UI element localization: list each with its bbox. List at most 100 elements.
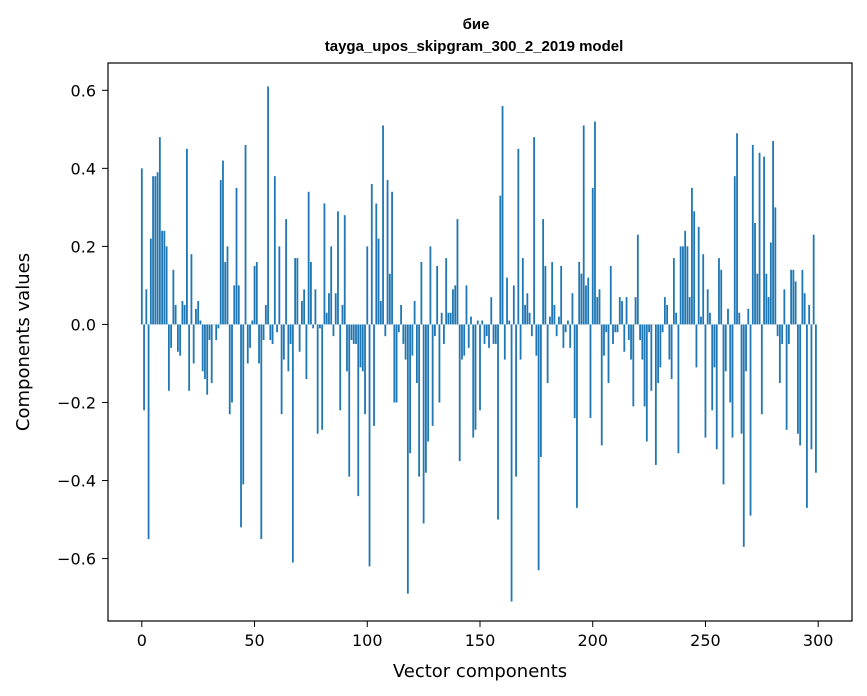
- bar: [503, 324, 506, 360]
- bar: [745, 324, 747, 372]
- bar: [715, 324, 718, 450]
- bar: [231, 324, 233, 403]
- bar: [627, 324, 630, 341]
- bar: [632, 324, 635, 407]
- bar: [476, 320, 479, 325]
- bar: [226, 246, 229, 325]
- bar: [718, 258, 720, 325]
- bar: [262, 324, 265, 341]
- bar: [208, 324, 211, 341]
- bar: [154, 176, 157, 325]
- bar: [688, 297, 691, 325]
- bar: [517, 148, 520, 325]
- bar: [328, 293, 330, 325]
- bar: [612, 324, 614, 344]
- bar: [479, 324, 481, 411]
- bar: [623, 324, 626, 352]
- bar: [305, 324, 308, 380]
- x-tick-label: 200: [577, 631, 608, 650]
- bar: [639, 324, 641, 341]
- bar: [366, 246, 369, 325]
- bar: [650, 324, 653, 391]
- bar: [310, 262, 312, 325]
- y-tick-label: 0.4: [71, 159, 96, 178]
- bar: [727, 308, 729, 325]
- bar: [742, 324, 745, 547]
- bar: [774, 207, 777, 325]
- bar: [190, 254, 193, 325]
- x-axis-ticks: 0 50 100 150 200 250 300: [137, 621, 833, 650]
- bar: [267, 86, 269, 325]
- bar: [580, 273, 583, 325]
- bar: [364, 324, 366, 415]
- bar: [156, 172, 159, 325]
- bar: [409, 324, 412, 454]
- bar: [422, 324, 425, 524]
- bar: [512, 285, 515, 325]
- bar: [436, 265, 439, 325]
- bar: [291, 324, 294, 563]
- bar: [276, 324, 278, 333]
- bar: [506, 277, 508, 325]
- bar: [539, 324, 542, 458]
- bar: [490, 297, 493, 325]
- bar: [341, 304, 344, 325]
- bar: [273, 176, 276, 325]
- bar: [348, 324, 351, 477]
- bar: [794, 281, 797, 325]
- bar: [373, 324, 375, 426]
- bar: [571, 293, 574, 325]
- x-tick-label: 0: [137, 631, 147, 650]
- bar: [458, 324, 461, 462]
- bar: [578, 262, 581, 325]
- bar: [618, 297, 621, 325]
- bar: [233, 285, 236, 325]
- bar: [269, 324, 272, 341]
- bar: [330, 246, 333, 325]
- bar: [659, 324, 662, 368]
- y-tick-label: 0.2: [71, 237, 96, 256]
- bar: [427, 324, 430, 442]
- bar: [334, 293, 337, 325]
- bar: [801, 269, 804, 325]
- bar: [594, 121, 596, 325]
- bar: [756, 273, 759, 325]
- bar: [641, 324, 644, 360]
- bar: [289, 324, 292, 344]
- bars-group: [140, 86, 817, 602]
- bar: [258, 324, 260, 364]
- bar: [697, 226, 700, 325]
- bar: [167, 324, 170, 391]
- bar: [319, 324, 321, 329]
- bar: [751, 144, 754, 325]
- y-axis-ticks: −0.6 −0.4 −0.2 0.0 0.2 0.4 0.6: [57, 81, 108, 569]
- bar: [535, 324, 538, 356]
- chart-title-line-2: tayga_upos_skipgram_300_2_2019 model: [325, 38, 624, 55]
- bar: [172, 269, 175, 325]
- bar: [711, 324, 714, 411]
- bar: [682, 246, 684, 325]
- bar: [634, 297, 637, 325]
- bar: [787, 324, 790, 344]
- bar: [147, 324, 150, 540]
- bar: [235, 187, 238, 325]
- bar: [724, 324, 727, 372]
- bar: [325, 312, 328, 325]
- bar: [296, 258, 299, 325]
- bar: [411, 324, 414, 356]
- bar: [323, 203, 326, 325]
- bar: [749, 324, 752, 516]
- x-axis-label: Vector components: [393, 661, 567, 682]
- bar: [438, 324, 441, 403]
- bar: [143, 324, 145, 411]
- bar: [815, 324, 817, 473]
- bar: [760, 324, 763, 415]
- bar: [370, 183, 373, 325]
- bar: [163, 230, 166, 325]
- bar: [533, 137, 536, 325]
- bar: [778, 324, 781, 383]
- bar: [386, 180, 389, 325]
- bar: [145, 289, 148, 325]
- bar: [607, 324, 610, 383]
